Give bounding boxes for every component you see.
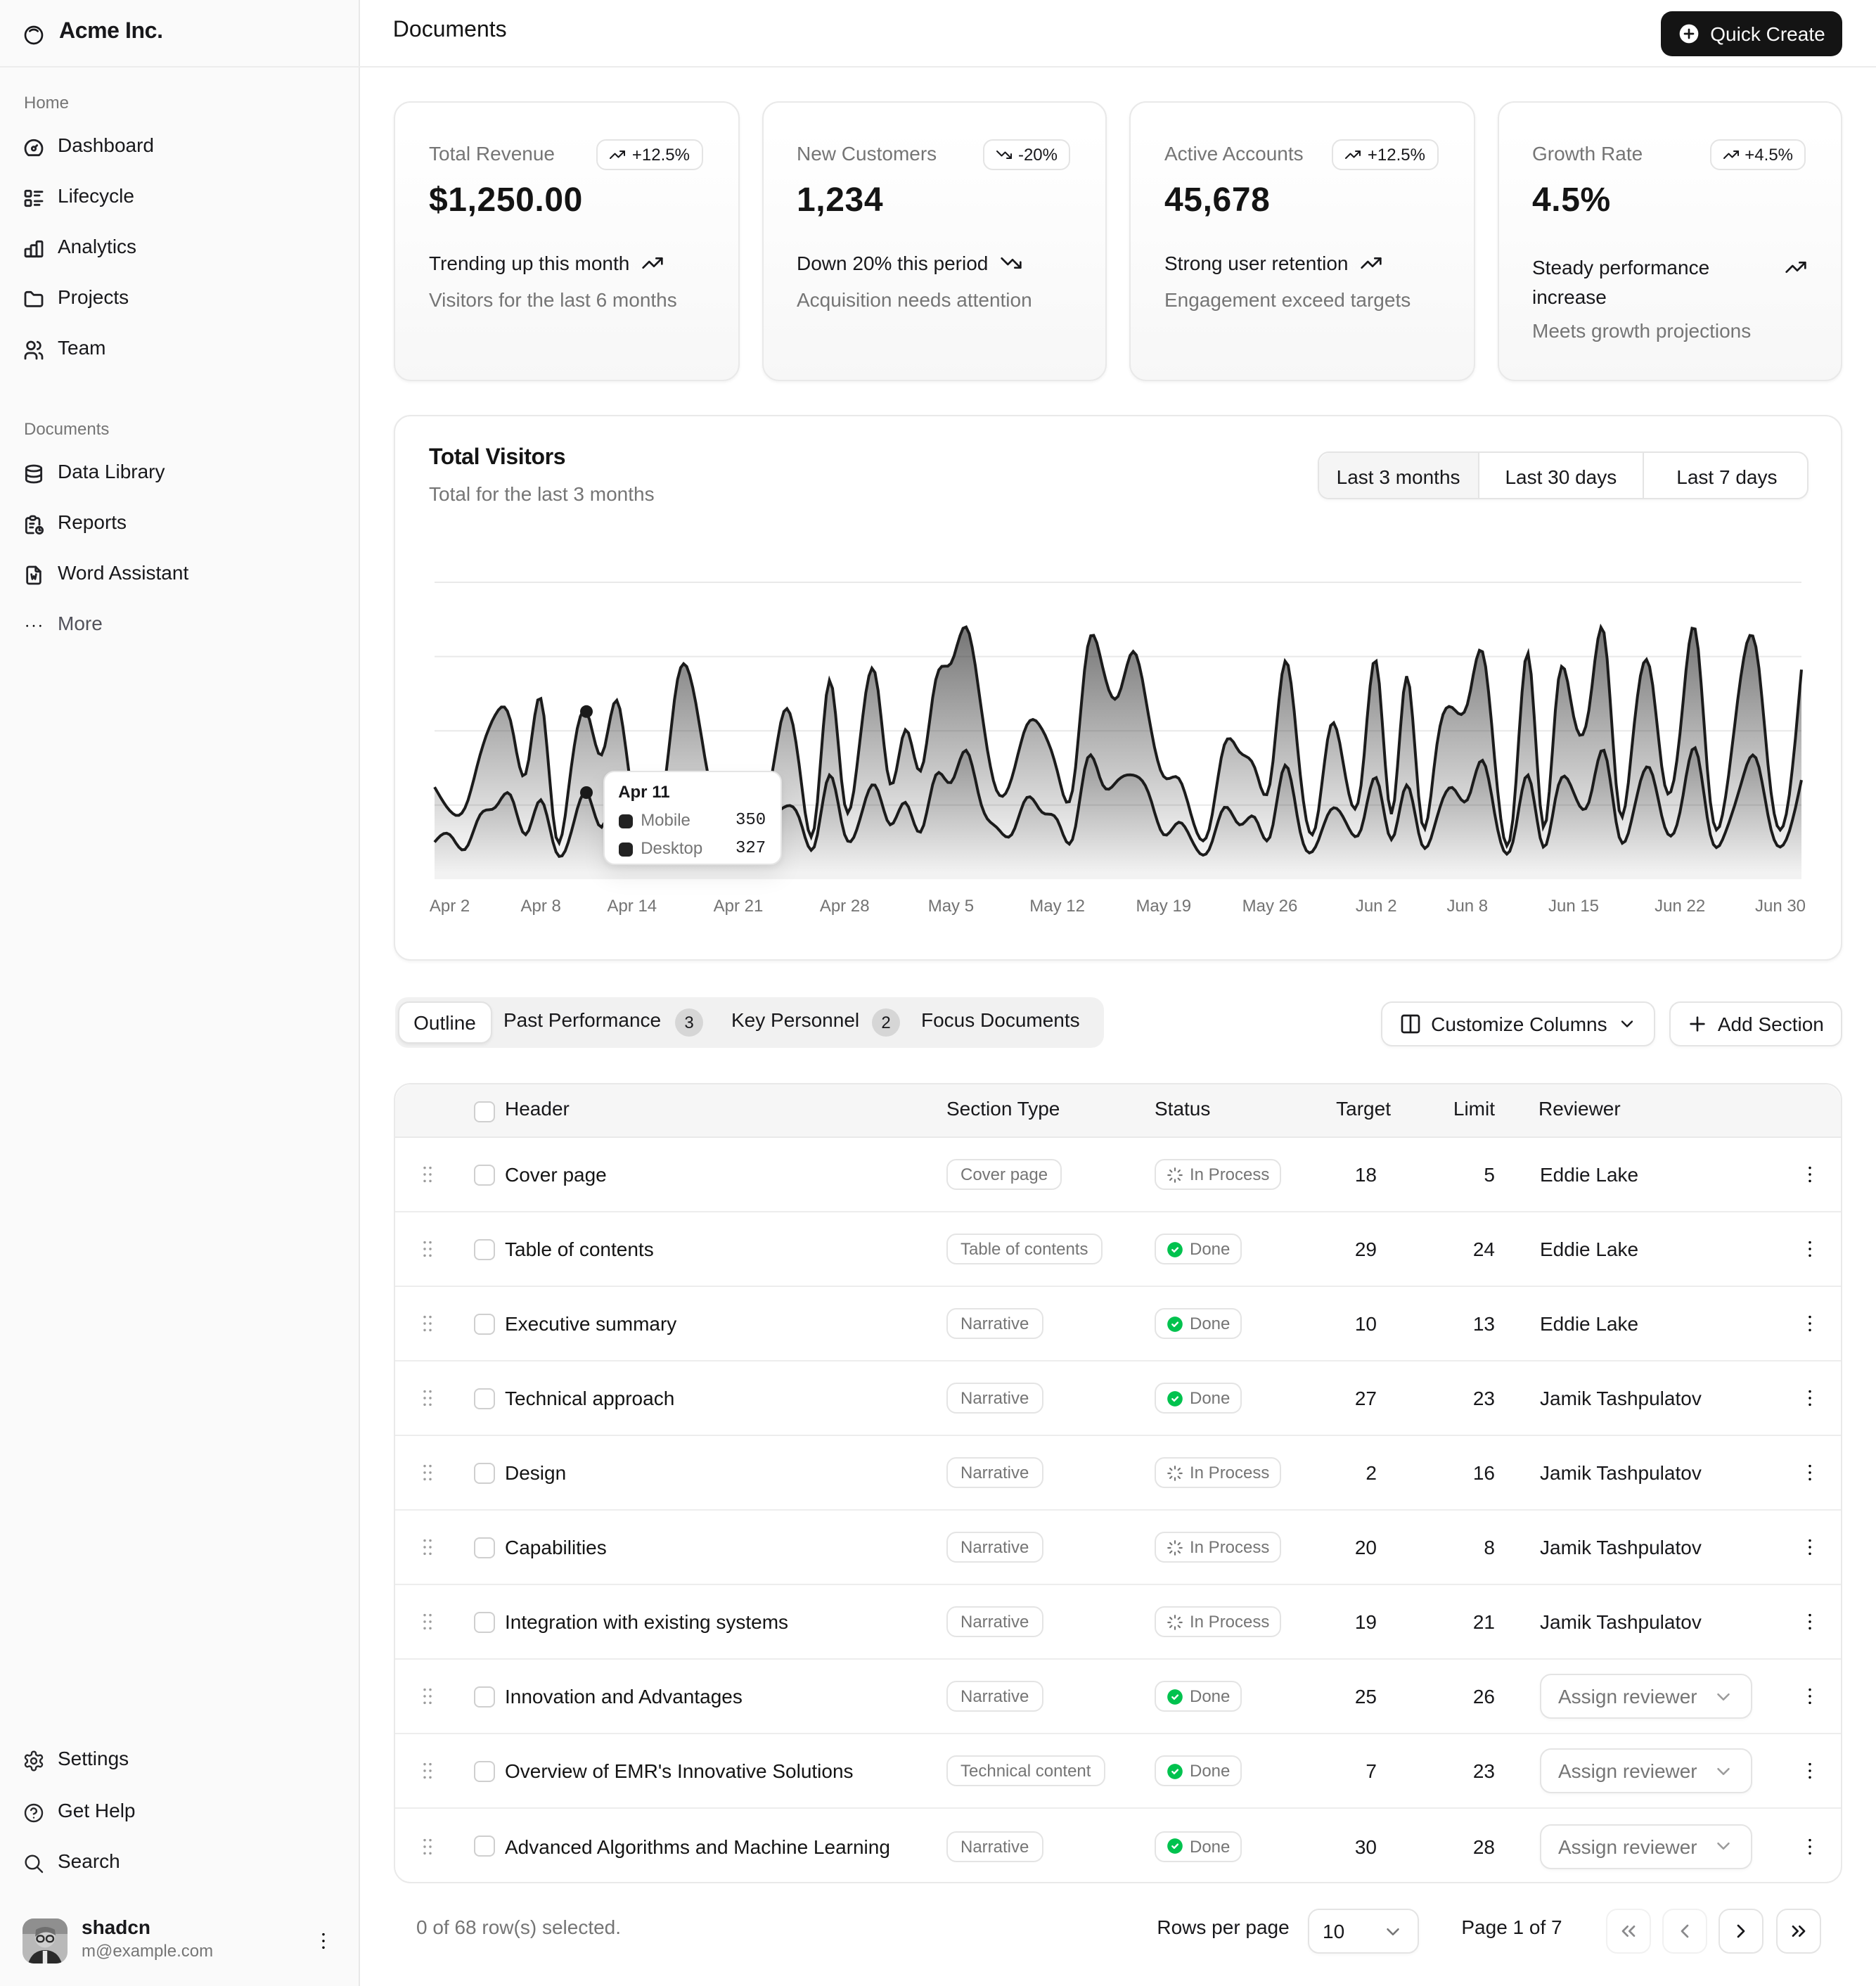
svg-text:Jun 8: Jun 8 (1446, 897, 1488, 916)
svg-text:Jun 2: Jun 2 (1356, 897, 1397, 916)
svg-text:Apr 28: Apr 28 (820, 897, 870, 916)
svg-text:May 5: May 5 (928, 897, 974, 916)
svg-text:May 12: May 12 (1029, 897, 1085, 916)
svg-text:Apr 2: Apr 2 (430, 897, 470, 916)
svg-text:May 19: May 19 (1136, 897, 1191, 916)
svg-text:Apr 8: Apr 8 (521, 897, 561, 916)
svg-text:Apr 21: Apr 21 (714, 897, 764, 916)
svg-text:Jun 30: Jun 30 (1755, 897, 1806, 916)
svg-text:Apr 14: Apr 14 (607, 897, 657, 916)
svg-text:Jun 22: Jun 22 (1655, 897, 1705, 916)
svg-text:Jun 15: Jun 15 (1548, 897, 1599, 916)
svg-text:May 26: May 26 (1242, 897, 1298, 916)
